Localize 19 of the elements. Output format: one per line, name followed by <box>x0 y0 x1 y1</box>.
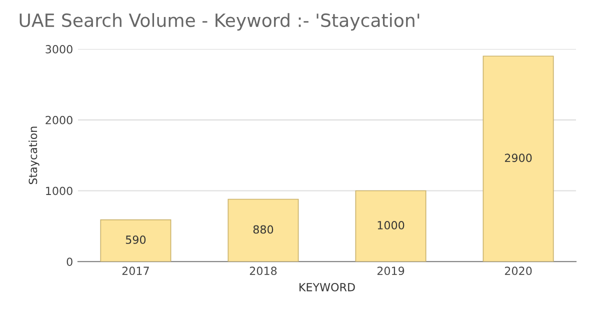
y-axis-title: Staycation <box>28 126 40 184</box>
bar <box>100 219 172 262</box>
x-tick-label: 2020 <box>504 266 532 276</box>
x-tick-label: 2019 <box>377 266 404 276</box>
y-tick-label: 3000 <box>46 45 72 54</box>
chart-title: UAE Search Volume - Keyword :- 'Staycation' <box>20 13 420 31</box>
data-label: 2900 <box>504 154 532 162</box>
data-label: 880 <box>253 225 274 234</box>
bar <box>228 198 299 262</box>
x-tick-label: 2018 <box>250 266 277 276</box>
x-tick-label: 2017 <box>122 266 149 276</box>
y-tick-label: 2000 <box>46 116 72 124</box>
bar <box>355 190 426 262</box>
x-axis-title: KEYWORD <box>300 282 355 292</box>
y-tick-label: 0 <box>66 258 72 266</box>
y-tick-label: 1000 <box>46 186 72 196</box>
bar <box>482 56 554 262</box>
data-label: 590 <box>126 236 146 244</box>
data-label: 1000 <box>378 220 404 230</box>
